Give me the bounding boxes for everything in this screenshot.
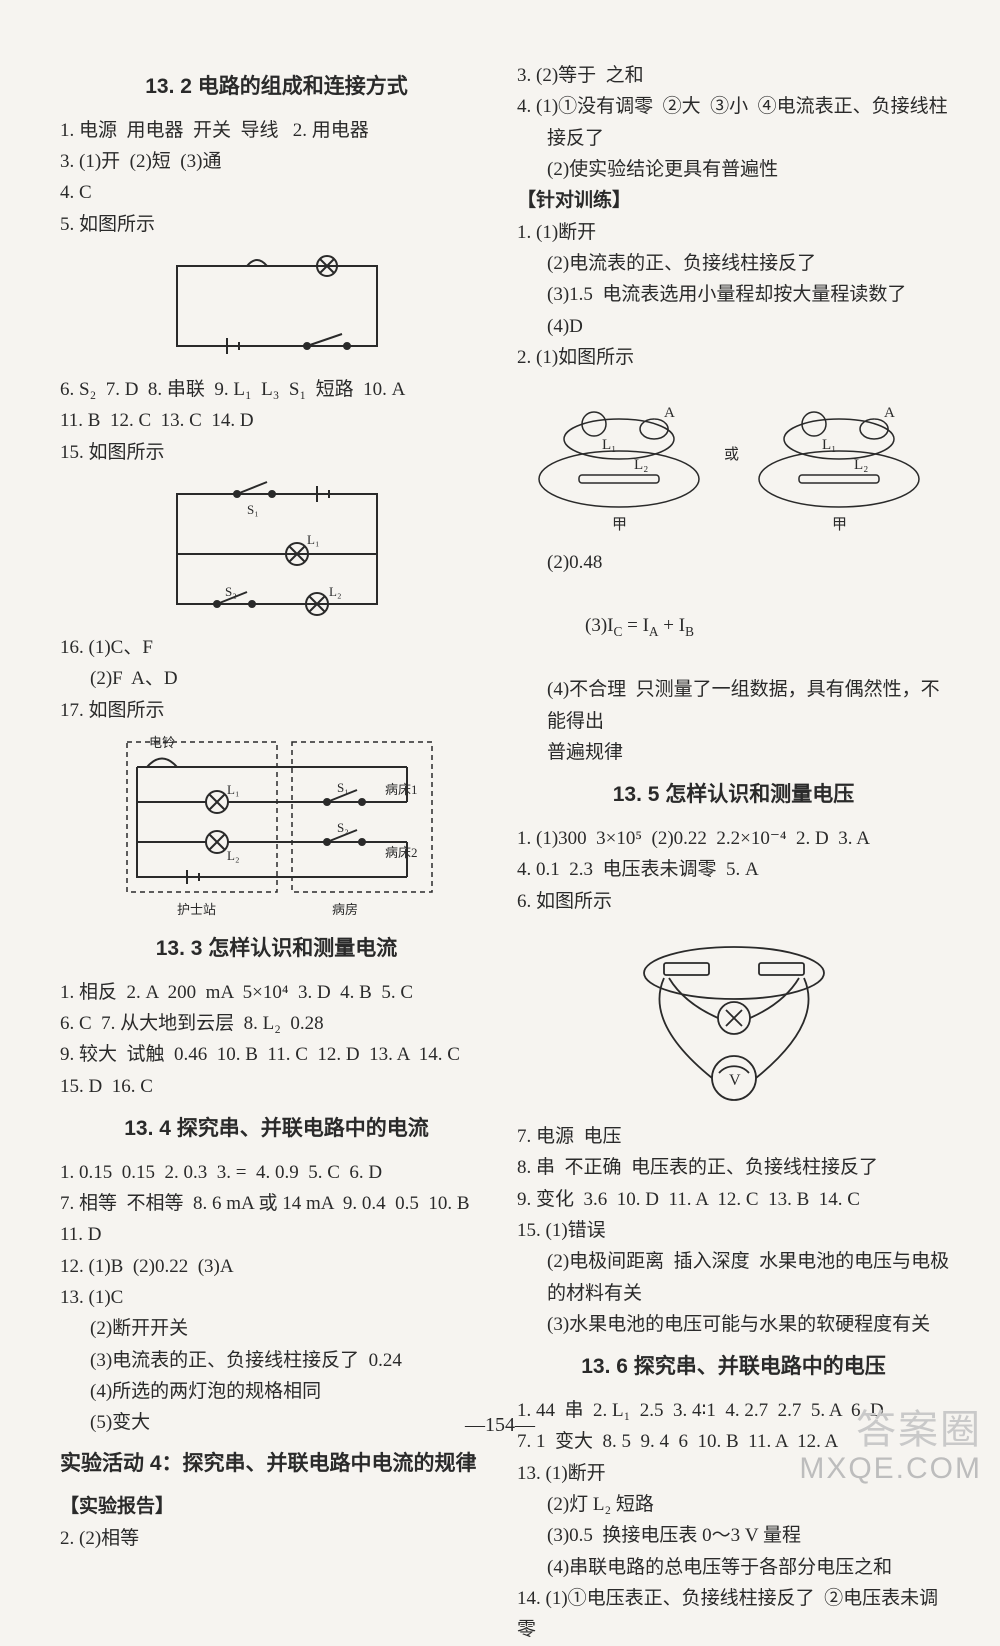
- answer-line: 15. 如图所示: [60, 437, 493, 468]
- answer-line: (2)F A、D: [60, 663, 493, 694]
- svg-text:病床1: 病床1: [385, 782, 418, 797]
- answer-line: 11. B 12. C 13. C 14. D: [60, 405, 493, 436]
- answer-line: 17. 如图所示: [60, 695, 493, 726]
- svg-text:L₂: L₂: [329, 584, 341, 599]
- answer-line: (4)D: [517, 311, 950, 342]
- svg-text:电铃: 电铃: [149, 735, 175, 750]
- answer-line: 3. (2)等于 之和: [517, 60, 950, 91]
- experiment-report-head: 【实验报告】: [60, 1491, 493, 1522]
- answer-line: 16. (1)C、F: [60, 632, 493, 663]
- svg-text:S₂: S₂: [225, 584, 237, 599]
- svg-text:L₁: L₁: [227, 782, 239, 797]
- svg-text:甲: 甲: [612, 517, 627, 533]
- answer-line: (3)电流表的正、负接线柱接反了 0.24: [60, 1345, 493, 1376]
- svg-text:S₁: S₁: [337, 780, 349, 795]
- section-13-5-title: 13. 5 怎样认识和测量电压: [517, 778, 950, 813]
- answer-line: 4. 0.1 2.3 电压表未调零 5. A: [517, 854, 950, 885]
- answer-line: 7. 相等 不相等 8. 6 mA 或 14 mA 9. 0.4 0.5 10.…: [60, 1188, 493, 1219]
- svg-text:A: A: [664, 405, 675, 421]
- answer-line: (3)0.5 换接电压表 0～3 V 量程: [517, 1520, 950, 1551]
- answer-line: 12. (1)B (2)0.22 (3)A: [60, 1251, 493, 1282]
- section-13-3-title: 13. 3 怎样认识和测量电流: [60, 932, 493, 967]
- answer-line: (2)断开开关: [60, 1313, 493, 1344]
- answer-line: 2. (2)相等: [60, 1523, 493, 1554]
- answer-line: 7. 电源 电压: [517, 1121, 950, 1152]
- watermark-en: MXQE.COM: [799, 1452, 982, 1485]
- experiment-4-title: 实验活动 4：探究串、并联电路中电流的规律: [60, 1447, 493, 1482]
- answer-line: 4. (1)①没有调零 ②大 ③小 ④电流表正、负接线柱: [517, 91, 950, 122]
- answer-line: 1. 电源 用电器 开关 导线 2. 用电器: [60, 115, 493, 146]
- answer-line: 11. D: [60, 1219, 493, 1250]
- answer-line: 9. 较大 试触 0.46 10. B 11. C 12. D 13. A 14…: [60, 1039, 493, 1070]
- circuit-figure-2: S₁ L₁ S₂ L₂: [60, 474, 493, 624]
- answer-line: (2)灯 L₂ 短路: [517, 1489, 950, 1520]
- answer-line: 接反了: [517, 123, 950, 154]
- answer-line: 14. (1)①电压表正、负接线柱接反了 ②电压表未调零: [517, 1583, 950, 1646]
- svg-text:L₁: L₁: [822, 437, 836, 453]
- svg-text:甲: 甲: [832, 517, 847, 533]
- section-13-2-title: 13. 2 电路的组成和连接方式: [60, 70, 493, 105]
- answer-line: 1. 0.15 0.15 2. 0.3 3. = 4. 0.9 5. C 6. …: [60, 1157, 493, 1188]
- answer-line: (3)水果电池的电压可能与水果的软硬程度有关: [517, 1309, 950, 1340]
- answer-line: (2)使实验结论更具有普遍性: [517, 154, 950, 185]
- answer-line: (2)0.48: [517, 547, 950, 578]
- answer-line: 1. (1)300 3×10⁵ (2)0.22 2.2×10⁻⁴ 2. D 3.…: [517, 823, 950, 854]
- answer-line: 15. D 16. C: [60, 1071, 493, 1102]
- svg-text:L₂: L₂: [854, 457, 868, 473]
- answer-line: (2)电流表的正、负接线柱接反了: [517, 248, 950, 279]
- svg-text:L₂: L₂: [634, 457, 648, 473]
- svg-text:护士站: 护士站: [177, 902, 216, 917]
- circuit-figure-1: [60, 246, 493, 366]
- svg-text:S₁: S₁: [247, 502, 259, 517]
- svg-text:A: A: [884, 405, 895, 421]
- svg-text:L₁: L₁: [307, 532, 319, 547]
- answer-line: (4)所选的两灯泡的规格相同: [60, 1376, 493, 1407]
- answer-line: (3)IC = IA + IB: [517, 579, 950, 674]
- answer-line: 6. C 7. 从大地到云层 8. L₂ 0.28: [60, 1008, 493, 1039]
- svg-text:病房: 病房: [332, 902, 358, 917]
- answer-line: 13. (1)C: [60, 1282, 493, 1313]
- answer-line: 的材料有关: [517, 1278, 950, 1309]
- svg-text:病床2: 病床2: [385, 845, 418, 860]
- section-13-4-title: 13. 4 探究串、并联电路中的电流: [60, 1112, 493, 1147]
- answer-line: 1. (1)断开: [517, 217, 950, 248]
- realistic-circuit-figure: L₁ L₂ A L₁ L₂ A 或 甲 甲: [517, 379, 950, 539]
- svg-text:L₂: L₂: [227, 848, 239, 863]
- answer-line: 1. 相反 2. A 200 mA 5×10⁴ 3. D 4. B 5. C: [60, 977, 493, 1008]
- svg-text:或: 或: [724, 446, 739, 463]
- voltmeter-circuit-figure: V: [517, 923, 950, 1113]
- answer-line: 6. 如图所示: [517, 886, 950, 917]
- answer-line: (4)串联电路的总电压等于各部分电压之和: [517, 1552, 950, 1583]
- answer-line: 普遍规律: [517, 737, 950, 768]
- answer-line: 3. (1)开 (2)短 (3)通: [60, 146, 493, 177]
- answer-line: (2)电极间距离 插入深度 水果电池的电压与电极: [517, 1246, 950, 1277]
- answer-line: (4)不合理 只测量了一组数据，具有偶然性，不能得出: [517, 674, 950, 737]
- left-column: 13. 2 电路的组成和连接方式 1. 电源 用电器 开关 导线 2. 用电器 …: [60, 60, 493, 1646]
- svg-text:L₁: L₁: [602, 437, 616, 453]
- answer-line: 4. C: [60, 177, 493, 208]
- answer-line: 8. 串 不正确 电压表的正、负接线柱接反了: [517, 1152, 950, 1183]
- answer-line: 6. S₂ 7. D 8. 串联 9. L₁ L₃ S₁ 短路 10. A: [60, 374, 493, 405]
- targeted-training-head: 【针对训练】: [517, 185, 950, 216]
- svg-text:S₂: S₂: [337, 820, 349, 835]
- answer-line: 15. (1)错误: [517, 1215, 950, 1246]
- watermark: 答案圈 MXQE.COM: [799, 1408, 982, 1485]
- section-13-6-title: 13. 6 探究串、并联电路中的电压: [517, 1350, 950, 1385]
- circuit-figure-3: 电铃 L₁ L₂ S₁ S₂ 病床1 病床2 护士站 病房: [60, 732, 493, 922]
- answer-line: 2. (1)如图所示: [517, 342, 950, 373]
- answer-line: 5. 如图所示: [60, 209, 493, 240]
- answer-line: (3)1.5 电流表选用小量程却按大量程读数了: [517, 279, 950, 310]
- answer-line: 9. 变化 3.6 10. D 11. A 12. C 13. B 14. C: [517, 1184, 950, 1215]
- svg-text:V: V: [729, 1072, 741, 1089]
- watermark-cn: 答案圈: [799, 1408, 982, 1452]
- page: 13. 2 电路的组成和连接方式 1. 电源 用电器 开关 导线 2. 用电器 …: [0, 0, 1000, 1491]
